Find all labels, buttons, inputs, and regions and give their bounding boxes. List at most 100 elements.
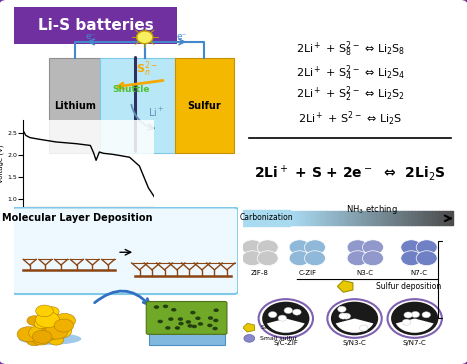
Y-axis label: Voltage (V): Voltage (V) [0,145,5,183]
FancyBboxPatch shape [1,4,191,47]
Circle shape [293,309,301,315]
Circle shape [186,320,191,324]
Circle shape [207,324,212,327]
Circle shape [171,308,177,312]
Circle shape [278,315,287,321]
Circle shape [347,251,368,266]
Circle shape [244,335,255,342]
Circle shape [32,332,51,345]
Circle shape [304,251,325,266]
Circle shape [362,251,383,266]
Bar [175,58,234,153]
Text: Carbonization: Carbonization [240,213,293,222]
Text: S/C-ZIF: S/C-ZIF [273,340,298,346]
Circle shape [187,324,193,328]
Text: 2Li$^+$ + S$^{2-}$ ⇔ Li$_2$S: 2Li$^+$ + S$^{2-}$ ⇔ Li$_2$S [298,109,403,127]
Circle shape [35,305,53,317]
Text: ZIF-8: ZIF-8 [251,270,269,276]
Text: Sulfur deposition: Sulfur deposition [376,282,441,290]
Circle shape [342,313,351,319]
Circle shape [157,320,163,323]
Circle shape [35,312,59,328]
FancyBboxPatch shape [146,301,227,334]
Ellipse shape [19,333,81,345]
Circle shape [289,240,310,255]
Circle shape [34,319,49,329]
Circle shape [388,299,442,338]
Text: 2Li$^+$ + S$_4^{2-}$ ⇔ Li$_2$S$_4$: 2Li$^+$ + S$_4^{2-}$ ⇔ Li$_2$S$_4$ [296,63,405,83]
Text: C-ZIF: C-ZIF [298,270,316,276]
Text: S$_n^{2-}$: S$_n^{2-}$ [136,59,158,79]
Circle shape [40,327,59,340]
Circle shape [198,322,203,326]
Circle shape [242,251,263,266]
Circle shape [191,325,197,328]
Circle shape [178,322,184,325]
Text: 2Li$^+$ + S$_8^{2-}$ ⇔ Li$_2$S$_8$: 2Li$^+$ + S$_8^{2-}$ ⇔ Li$_2$S$_8$ [296,39,405,59]
Text: 2Li$^+$ + S + 2e$^-$  ⇔  2Li$_2$S: 2Li$^+$ + S + 2e$^-$ ⇔ 2Li$_2$S [255,163,446,183]
Circle shape [401,240,422,255]
Circle shape [165,326,170,330]
Text: Sulfur: Sulfur [187,100,221,111]
Circle shape [195,316,201,320]
Circle shape [154,305,159,309]
Wedge shape [336,318,374,333]
Circle shape [257,240,278,255]
Text: N7-C: N7-C [410,270,427,276]
Circle shape [327,299,382,338]
Circle shape [213,308,219,312]
Circle shape [289,251,310,266]
Circle shape [416,240,437,255]
Circle shape [175,326,180,330]
Circle shape [136,31,153,44]
Circle shape [401,251,422,266]
Circle shape [338,306,346,312]
Text: N3-C: N3-C [357,270,374,276]
Circle shape [49,335,64,345]
Bar [49,58,100,153]
Text: Shuttle: Shuttle [112,85,149,94]
Circle shape [242,240,263,255]
Circle shape [347,240,368,255]
Circle shape [54,313,76,328]
Circle shape [402,319,411,325]
Text: Li$^+$: Li$^+$ [148,106,165,119]
Text: NH$_3$ etching: NH$_3$ etching [346,203,397,217]
Circle shape [411,312,419,317]
Circle shape [190,311,196,314]
Circle shape [49,323,72,339]
Text: Small sulfur: Small sulfur [260,336,297,341]
Circle shape [168,317,174,321]
FancyBboxPatch shape [149,333,225,345]
Circle shape [404,312,412,318]
Bar [100,58,175,153]
Circle shape [360,325,368,331]
Wedge shape [396,318,433,333]
Circle shape [45,307,59,316]
Text: Molecular Layer Deposition: Molecular Layer Deposition [1,213,152,223]
Text: Li-S batteries: Li-S batteries [38,18,154,33]
Circle shape [208,316,213,320]
Circle shape [178,317,183,321]
Text: S/N7-C: S/N7-C [403,340,426,346]
Circle shape [213,318,219,322]
Circle shape [362,240,383,255]
Text: Lithium: Lithium [54,100,96,111]
Text: S/N3-C: S/N3-C [343,340,367,346]
Circle shape [45,324,69,339]
Circle shape [29,325,50,340]
Circle shape [339,313,347,319]
Circle shape [45,324,68,339]
Wedge shape [267,318,304,333]
Text: 2Li$^+$ + S$_2^{2-}$ ⇔ Li$_2$S$_2$: 2Li$^+$ + S$_2^{2-}$ ⇔ Li$_2$S$_2$ [296,85,405,104]
Circle shape [54,319,74,332]
Circle shape [257,251,278,266]
Circle shape [391,302,439,335]
Circle shape [212,327,218,330]
Circle shape [304,240,325,255]
Circle shape [259,299,313,338]
Circle shape [32,330,52,343]
Text: e⁻: e⁻ [86,32,96,41]
Circle shape [422,312,431,318]
FancyBboxPatch shape [243,210,290,226]
